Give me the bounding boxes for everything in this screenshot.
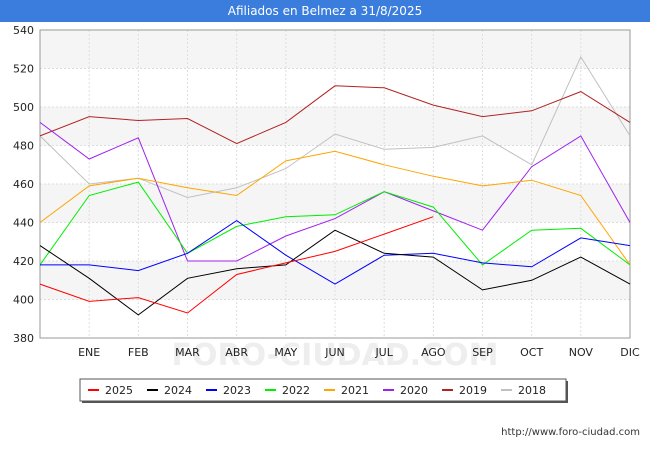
y-tick-label: 540: [13, 24, 34, 37]
legend-label-2020: 2020: [400, 384, 428, 397]
x-tick-label: JUL: [374, 346, 393, 359]
series-line-2021: [39, 150, 631, 266]
y-tick-label: 460: [13, 178, 34, 191]
series-line-2023: [40, 219, 631, 285]
y-tick-label: 380: [13, 332, 34, 345]
y-tick-label: 440: [13, 217, 34, 230]
x-tick-label: SEP: [472, 346, 493, 359]
x-tick-label: JUN: [324, 346, 345, 359]
legend-box: [79, 378, 567, 402]
y-tick-label: 420: [13, 255, 34, 268]
x-tick-label: FEB: [128, 346, 149, 359]
legend-label-2018: 2018: [518, 384, 546, 397]
y-tick-label: 520: [13, 63, 34, 76]
chart-title: Afiliados en Belmez a 31/8/2025: [0, 0, 650, 22]
series-lines: [39, 55, 631, 316]
legend-label-2019: 2019: [459, 384, 487, 397]
footer-url: http://www.foro-ciudad.com: [501, 427, 640, 438]
series-line-2025: [39, 216, 434, 314]
x-axis-ticks: ENE FEB MAR ABR MAY JUN JUL AGO SEP OCT NOV DIC: [78, 346, 640, 359]
y-tick-label: 480: [13, 140, 34, 153]
x-tick-label: DIC: [620, 346, 640, 359]
x-tick-label: MAY: [274, 346, 297, 359]
series-line-2024: [39, 229, 631, 316]
x-tick-label: OCT: [520, 346, 543, 359]
series-line-2022: [39, 181, 631, 266]
y-tick-label: 500: [13, 101, 34, 114]
watermark: FORO-CIUDAD.COM: [172, 338, 499, 373]
x-tick-label: ABR: [225, 346, 248, 359]
x-tick-label: ENE: [78, 346, 100, 359]
x-tick-label: NOV: [569, 346, 594, 359]
legend-label-2024: 2024: [164, 384, 192, 397]
plot-area-border: [39, 29, 631, 339]
grid-lines: [39, 29, 631, 339]
x-tick-label: AGO: [421, 346, 446, 359]
y-axis-ticks: 380 400 420 440 460 480 500 520 540: [13, 24, 34, 345]
legend: 2025 2024 2023 2022 2021 2020 2019 2018: [79, 378, 568, 403]
legend-label-2021: 2021: [341, 384, 369, 397]
legend-label-2025: 2025: [105, 384, 133, 397]
series-line-2019: [39, 85, 631, 145]
x-tick-label: MAR: [175, 346, 200, 359]
legend-label-2023: 2023: [223, 384, 251, 397]
series-line-2020: [39, 121, 631, 262]
y-tick-label: 400: [13, 294, 34, 307]
legend-label-2022: 2022: [282, 384, 310, 397]
